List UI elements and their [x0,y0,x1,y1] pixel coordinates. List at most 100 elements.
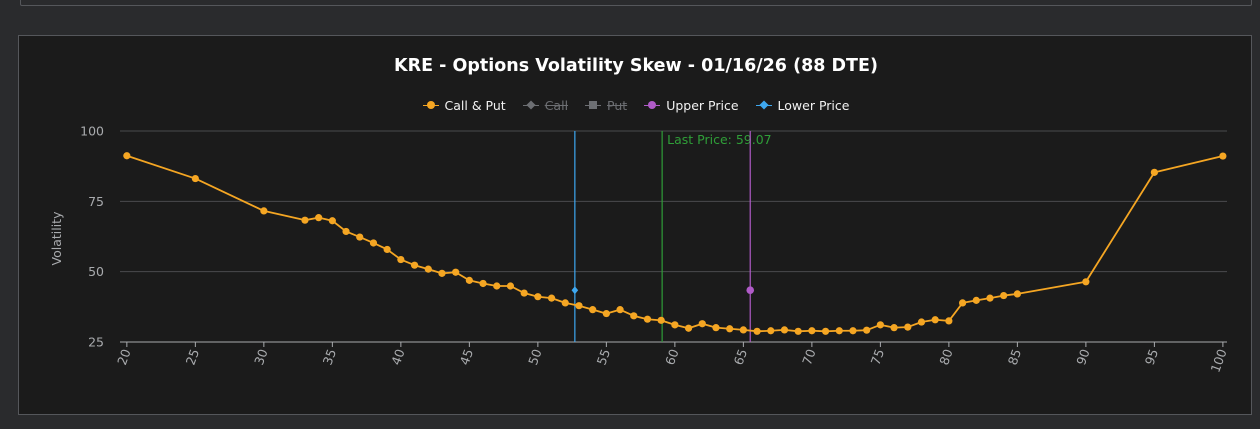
data-point-call-and-put[interactable] [438,269,446,277]
y-tick-label-75: 75 [88,194,104,209]
data-point-call-and-put[interactable] [712,324,720,332]
data-point-call-and-put[interactable] [534,293,542,301]
data-point-call-and-put[interactable] [452,268,460,276]
y-axis-title: Volatility [49,211,64,266]
data-point-call-and-put[interactable] [493,282,501,290]
data-point-call-and-put[interactable] [410,261,419,269]
data-point-call-and-put[interactable] [1219,152,1227,160]
data-point-call-and-put[interactable] [547,294,556,302]
data-point-call-and-put[interactable] [356,233,364,241]
data-point-call-and-put[interactable] [589,306,597,314]
data-point-call-and-put[interactable] [657,316,665,324]
data-point-call-and-put[interactable] [808,327,816,335]
x-tick-label-20: 20 [114,347,134,367]
data-point-call-and-put[interactable] [643,315,652,323]
data-point-call-and-put[interactable] [397,255,405,264]
data-point-call-and-put[interactable] [726,325,734,333]
legend-marker-upper-price [644,100,661,110]
data-point-call-and-put[interactable] [479,279,487,288]
data-point-call-and-put[interactable] [821,327,830,335]
x-tick-label-55: 55 [594,347,614,367]
data-point-call-and-put[interactable] [1013,290,1021,298]
data-point-call-and-put[interactable] [342,227,350,236]
data-point-call-and-put[interactable] [630,312,638,320]
legend-marker-put [585,100,602,110]
data-point-call-and-put[interactable] [671,321,679,329]
data-point-call-and-put[interactable] [1082,278,1090,286]
legend-item-call[interactable]: Call [522,97,569,113]
x-tick-label-25: 25 [183,347,203,367]
x-tick-label-75: 75 [868,347,888,367]
data-point-call-and-put[interactable] [684,324,693,332]
data-point-call-and-put[interactable] [945,317,953,325]
data-point-call-and-put[interactable] [753,327,761,335]
data-point-call-and-put[interactable] [616,306,624,314]
y-tick-label-100: 100 [80,124,104,139]
x-tick-label-85: 85 [1005,347,1025,367]
x-tick-label-90: 90 [1073,347,1093,367]
data-point-call-and-put[interactable] [917,318,926,326]
x-tick-label-70: 70 [799,347,819,367]
data-point-upper-price[interactable] [746,286,755,295]
chart-title: KRE - Options Volatility Skew - 01/16/26… [394,56,878,76]
data-point-call-and-put[interactable] [767,327,775,335]
top-panel [20,0,1252,6]
data-point-call-and-put[interactable] [383,245,391,254]
data-point-call-and-put[interactable] [191,174,199,183]
data-point-call-and-put[interactable] [520,289,528,297]
data-point-lower-price[interactable] [571,286,579,295]
data-point-call-and-put[interactable] [328,217,336,225]
data-point-call-and-put[interactable] [863,326,871,334]
data-point-call-and-put[interactable] [739,326,747,334]
data-point-call-and-put[interactable] [369,239,378,247]
legend-item-lower-price[interactable]: Lower Price [755,97,850,113]
legend-label-call-and-put: Call & Put [444,97,506,113]
x-tick-label-40: 40 [388,347,408,367]
x-tick-label-50: 50 [525,347,545,367]
data-point-call-and-put[interactable] [698,320,706,328]
data-point-call-and-put[interactable] [890,324,898,332]
data-point-call-and-put[interactable] [904,323,912,331]
x-tick-label-80: 80 [936,347,956,367]
data-point-call-and-put[interactable] [1000,291,1008,300]
legend-marker-lower-price [755,100,772,110]
data-point-call-and-put[interactable] [506,282,515,290]
legend-item-put[interactable]: Put [585,98,627,113]
x-tick-label-45: 45 [457,347,477,367]
data-point-call-and-put[interactable] [260,207,268,215]
data-point-call-and-put[interactable] [835,327,843,335]
data-point-call-and-put[interactable] [986,294,994,302]
legend-label-call: Call [544,97,569,113]
x-tick-label-60: 60 [662,347,682,367]
data-point-call-and-put[interactable] [315,214,323,222]
data-point-call-and-put[interactable] [972,296,980,304]
legend-marker-call [522,100,539,110]
data-point-call-and-put[interactable] [575,302,583,310]
data-point-call-and-put[interactable] [561,299,569,307]
data-point-call-and-put[interactable] [931,316,939,324]
data-point-call-and-put[interactable] [602,309,610,318]
data-point-call-and-put[interactable] [465,276,473,284]
data-point-call-and-put[interactable] [123,152,131,160]
legend-item-upper-price[interactable]: Upper Price [644,98,739,113]
data-point-call-and-put[interactable] [958,299,967,307]
y-tick-label-25: 25 [88,335,104,350]
data-point-call-and-put[interactable] [794,327,802,335]
data-point-call-and-put[interactable] [301,216,309,224]
chart-card [18,35,1252,415]
data-point-call-and-put[interactable] [849,327,857,335]
data-point-call-and-put[interactable] [1150,168,1158,176]
legend-label-put: Put [607,97,628,113]
x-tick-label-100: 100 [1207,347,1229,375]
legend-label-lower-price: Lower Price [777,97,850,113]
data-point-call-and-put[interactable] [780,326,789,334]
x-tick-label-35: 35 [320,347,340,367]
data-point-call-and-put[interactable] [876,321,884,329]
x-tick-label-65: 65 [731,347,751,367]
chart-legend: Call & Put Call Put Upper Price Lower Pr… [0,95,1260,115]
x-tick-label-30: 30 [251,347,271,367]
data-point-call-and-put[interactable] [424,265,432,273]
legend-marker-call-and-put [422,100,439,110]
legend-item-call-and-put[interactable]: Call & Put [422,97,506,113]
